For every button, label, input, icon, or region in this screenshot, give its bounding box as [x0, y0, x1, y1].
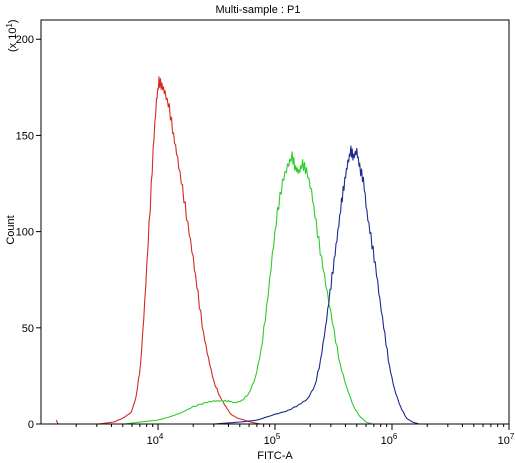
x-tick-label: 107 — [498, 432, 515, 447]
svg-text:(x 101): (x 101) — [5, 19, 19, 52]
y-tick-label: 150 — [16, 130, 34, 142]
x-axis-label: FITC-A — [257, 450, 293, 462]
y-tick-label: 50 — [22, 323, 34, 335]
y-tick-label: 0 — [28, 419, 34, 431]
x-axis-ticks: 104 105 106 107 — [75, 424, 515, 447]
y-axis-label: Count — [5, 215, 17, 244]
y-multiplier-close: ) — [7, 19, 19, 23]
x-tick-exponent: 7 — [510, 432, 515, 441]
x-tick-exponent: 4 — [159, 432, 164, 441]
plot-frame — [40, 19, 510, 425]
series-line-1 — [124, 151, 373, 425]
y-tick-label: 200 — [16, 34, 34, 46]
x-tick-label: 105 — [264, 432, 281, 447]
x-tick-exponent: 5 — [276, 432, 281, 441]
series-line-2 — [213, 145, 420, 425]
x-tick-label: 106 — [381, 432, 398, 447]
x-tick-base: 10 — [147, 435, 159, 447]
x-tick-base: 10 — [381, 435, 393, 447]
series-line-0 — [55, 76, 261, 425]
x-tick-base: 10 — [264, 435, 276, 447]
y-multiplier-exponent: 1 — [5, 23, 14, 28]
y-axis-ticks: 0 50 100 150 200 — [16, 34, 41, 431]
chart-title: Multi-sample : P1 — [216, 4, 301, 16]
x-tick-exponent: 6 — [393, 432, 398, 441]
x-tick-label: 104 — [147, 432, 164, 447]
y-multiplier-text: (x 10 — [7, 28, 19, 52]
series-layer — [55, 76, 420, 425]
y-tick-label: 100 — [16, 227, 34, 239]
x-tick-base: 10 — [498, 435, 510, 447]
y-multiplier-label: (x 101) — [5, 19, 19, 52]
